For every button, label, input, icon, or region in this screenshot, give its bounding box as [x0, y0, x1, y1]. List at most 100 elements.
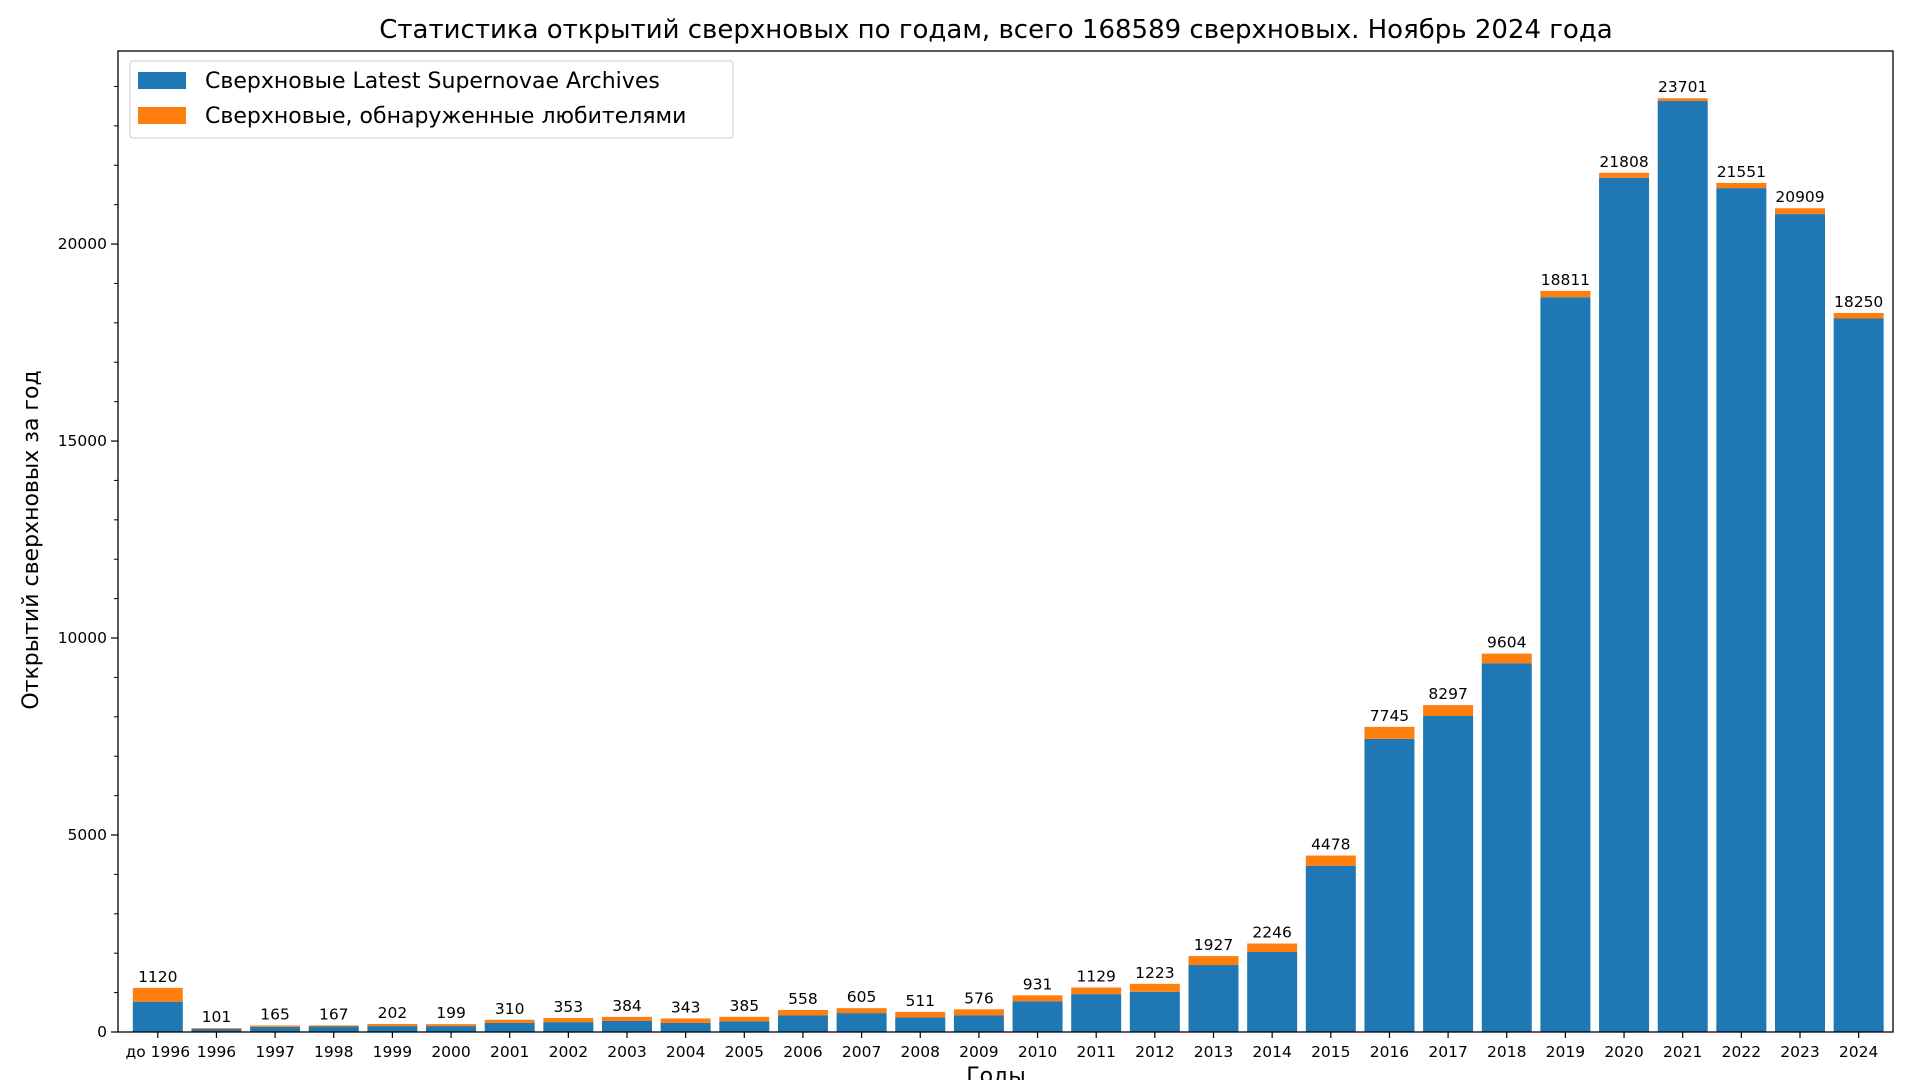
bar-total-label: 605: [847, 988, 877, 1006]
bar-total-label: 353: [554, 998, 584, 1016]
bar-total-label: 511: [905, 992, 935, 1010]
x-tick-label: 1999: [373, 1043, 412, 1061]
bar-archives: [660, 1022, 711, 1032]
x-tick-label: до 1996: [126, 1043, 191, 1061]
bar-amateurs: [1247, 943, 1298, 953]
x-tick-label: 2007: [842, 1043, 881, 1061]
bar-amateurs: [1423, 705, 1474, 717]
x-tick-label: 2012: [1135, 1043, 1174, 1061]
legend-swatch-amateurs: [138, 107, 186, 124]
x-tick-label: 2024: [1839, 1043, 1878, 1061]
bar-archives: [719, 1021, 770, 1032]
bar-total-label: 2246: [1252, 924, 1291, 942]
bar-amateurs: [308, 1025, 359, 1027]
bar-amateurs: [1599, 172, 1650, 178]
bar-archives: [367, 1026, 418, 1032]
bar-total-label: 199: [436, 1004, 466, 1022]
x-tick-label: 1997: [255, 1043, 294, 1061]
bar-archives: [308, 1026, 359, 1032]
x-tick-label: 2013: [1194, 1043, 1233, 1061]
x-tick-label: 2006: [783, 1043, 822, 1061]
x-tick-label: 2020: [1604, 1043, 1643, 1061]
bar-total-label: 1223: [1135, 964, 1174, 982]
bar-archives: [895, 1017, 946, 1032]
bar-amateurs: [191, 1028, 242, 1029]
bar-amateurs: [1775, 208, 1825, 215]
x-tick-label: 2004: [666, 1043, 705, 1061]
x-tick-label: 2021: [1663, 1043, 1702, 1061]
bar-archives: [543, 1022, 594, 1032]
x-tick-label: 2008: [901, 1043, 940, 1061]
bar-total-label: 18811: [1541, 271, 1590, 289]
bar-total-label: 931: [1023, 975, 1053, 993]
bar-archives: [1012, 1001, 1063, 1032]
bar-total-label: 385: [730, 997, 760, 1015]
bar-amateurs: [132, 987, 183, 1002]
legend-frame: [129, 60, 734, 139]
bar-archives: [1833, 318, 1884, 1032]
bar-amateurs: [1481, 653, 1532, 664]
bar-total-label: 101: [202, 1008, 232, 1026]
bar-archives: [836, 1013, 887, 1032]
bar-total-label: 165: [260, 1005, 290, 1023]
bar-total-label: 23701: [1658, 78, 1707, 96]
bar-amateurs: [602, 1016, 652, 1021]
bar-amateurs: [1305, 855, 1356, 866]
bar-amateurs: [426, 1024, 477, 1027]
y-tick-label: 20000: [58, 235, 107, 253]
bar-archives: [1305, 865, 1356, 1032]
bar-archives: [1481, 663, 1532, 1032]
bar-amateurs: [1657, 98, 1708, 102]
bar-amateurs: [1716, 182, 1767, 189]
bar-amateurs: [836, 1008, 887, 1014]
x-tick-label: 2023: [1780, 1043, 1819, 1061]
x-tick-label: 2005: [725, 1043, 764, 1061]
x-tick-label: 2009: [959, 1043, 998, 1061]
bar-total-label: 167: [319, 1005, 349, 1023]
bar-archives: [132, 1001, 183, 1032]
bar-amateurs: [895, 1011, 946, 1018]
bar-archives: [777, 1015, 828, 1032]
x-tick-label: 2015: [1311, 1043, 1350, 1061]
bar-total-label: 384: [612, 997, 642, 1015]
bar-total-label: 343: [671, 998, 701, 1016]
legend-label-amateurs: Сверхновые, обнаруженные любителями: [205, 104, 686, 129]
bar-amateurs: [660, 1018, 711, 1023]
bar-total-label: 1927: [1194, 936, 1233, 954]
bar-amateurs: [1540, 290, 1591, 298]
bar-total-label: 310: [495, 1000, 525, 1018]
x-tick-label: 2011: [1076, 1043, 1115, 1061]
bar-total-label: 8297: [1428, 685, 1467, 703]
bar-total-label: 21808: [1599, 153, 1648, 171]
bar-archives: [1364, 738, 1415, 1032]
x-tick-label: 1998: [314, 1043, 353, 1061]
bar-archives: [1657, 101, 1708, 1033]
bar-total-label: 1120: [138, 968, 177, 986]
x-tick-label: 2001: [490, 1043, 529, 1061]
bar-total-label: 202: [378, 1004, 408, 1022]
y-tick-label: 15000: [58, 432, 107, 450]
bar-total-label: 576: [964, 989, 994, 1007]
bar-amateurs: [1833, 312, 1884, 319]
y-tick-label: 5000: [68, 826, 107, 844]
bar-archives: [602, 1020, 652, 1032]
bar-amateurs: [367, 1024, 418, 1027]
x-tick-label: 2003: [607, 1043, 646, 1061]
bar-total-label: 558: [788, 990, 818, 1008]
bar-archives: [1599, 177, 1650, 1033]
bar-amateurs: [1364, 726, 1415, 739]
bar-archives: [1129, 991, 1180, 1032]
bar-total-label: 7745: [1370, 707, 1409, 725]
x-tick-label: 2018: [1487, 1043, 1526, 1061]
bar-archives: [1540, 297, 1591, 1032]
bar-archives: [1247, 952, 1298, 1032]
bar-archives: [1775, 214, 1825, 1032]
bar-amateurs: [250, 1025, 301, 1027]
x-tick-label: 2014: [1252, 1043, 1291, 1061]
bar-archives: [191, 1028, 242, 1032]
bar-archives: [484, 1022, 535, 1032]
bar-archives: [953, 1015, 1004, 1032]
x-tick-label: 2002: [549, 1043, 588, 1061]
x-tick-label: 2016: [1370, 1043, 1409, 1061]
